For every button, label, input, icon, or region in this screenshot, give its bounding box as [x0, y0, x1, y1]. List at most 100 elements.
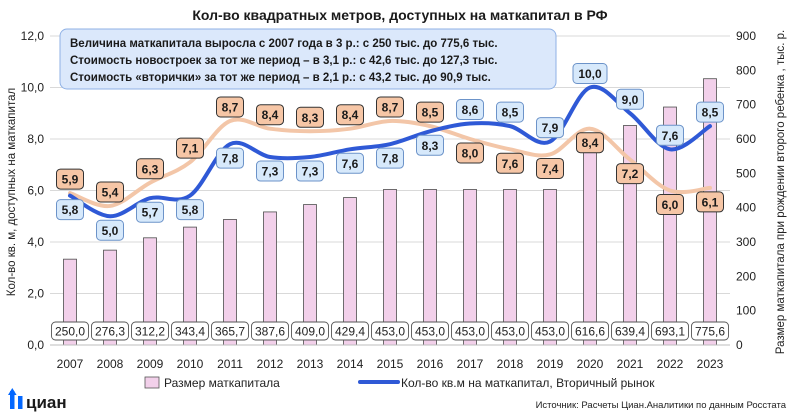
secondary-value-label-box: [616, 88, 644, 110]
left-axis-label: Кол-во кв. м, доступных на маткапитал: [6, 88, 18, 296]
bar-value-labels: 250,0 276,3 312,2 343,4 365,7 387,6 409,0 429,4…: [51, 321, 729, 341]
new-buildings-value-label: 7,6: [502, 157, 519, 171]
chart-title: Кол-во квадратных метров, доступных на м…: [192, 7, 607, 23]
right-tick-label: 400: [736, 201, 756, 215]
new-buildings-value-label: 7,2: [622, 167, 639, 181]
bar-value-label: 365,7: [215, 325, 245, 339]
new-buildings-value-label: 8,3: [302, 111, 319, 125]
secondary-value-label: 7,6: [342, 157, 359, 171]
new-buildings-value-label: 8,7: [382, 100, 399, 114]
x-tick-label: 2023: [697, 357, 724, 371]
source-note: Источник: Расчеты Циан.Аналитики по данн…: [536, 400, 787, 411]
x-tick-label: 2018: [497, 357, 524, 371]
secondary-value-label-box: [256, 160, 284, 182]
secondary-value-label: 7,3: [302, 165, 319, 179]
secondary-value-label: 7,3: [262, 165, 279, 179]
right-tick-label: 800: [736, 63, 756, 77]
new-buildings-value-label: 6,3: [142, 162, 159, 176]
bar-value-box: [171, 321, 209, 341]
bar-value-box: [691, 321, 729, 341]
secondary-value-label: 7,9: [542, 121, 559, 135]
secondary-value-label: 8,5: [502, 106, 519, 120]
new-buildings-value-label-box: [176, 137, 204, 159]
legend-line-label: Кол-во кв.м на маткапитал, Вторичный рын…: [401, 376, 655, 390]
secondary-value-label-box: [216, 147, 244, 169]
right-axis-label: Размер маткапитала при рождении второго …: [775, 30, 787, 354]
new-buildings-value-label-box: [456, 142, 484, 164]
bar-value-box: [371, 321, 409, 341]
x-tick-label: 2008: [97, 357, 124, 371]
axes: 0,0 2,0 4,0 6,0 8,0 10,0 12,0 0 100 200 300 400 500 6…: [21, 29, 757, 371]
secondary-value-label-box: [376, 147, 404, 169]
right-tick-label: 600: [736, 132, 756, 146]
x-tick-label: 2007: [57, 357, 84, 371]
bar-value-box: [451, 321, 489, 341]
new-buildings-value-label-box: [296, 106, 324, 128]
secondary-value-label-box: [572, 63, 608, 84]
bar-value-label: 276,3: [95, 325, 125, 339]
bar-value-label: 387,6: [255, 325, 285, 339]
new-buildings-value-label-box: [376, 96, 404, 118]
x-tick-label: 2011: [217, 357, 243, 371]
new-buildings-value-label: 8,5: [422, 106, 439, 120]
left-tick-label: 10,0: [21, 81, 45, 95]
bar-value-box: [131, 321, 169, 341]
bar-value-box: [411, 321, 449, 341]
secondary-value-label-box: [416, 134, 444, 156]
bar-value-box: [251, 321, 289, 341]
left-tick-label: 2,0: [27, 287, 44, 301]
secondary-value-label: 9,0: [622, 93, 639, 107]
new-buildings-value-label-box: [696, 191, 724, 213]
bar-series-matkapital: [63, 78, 717, 346]
new-buildings-value-label: 8,4: [262, 108, 279, 122]
secondary-value-label: 5,8: [62, 203, 79, 217]
annotation-line-3: Стоимость «вторички» за тот же период – …: [70, 72, 491, 84]
new-buildings-value-label: 5,9: [62, 173, 79, 187]
bar-value-label: 429,4: [335, 325, 365, 339]
new-buildings-value-label: 6,1: [702, 195, 719, 209]
secondary-value-label: 7,8: [222, 152, 239, 166]
annotation-line-2: Стоимость новостроек за тот же период – …: [70, 55, 497, 67]
brand-name: циан: [26, 393, 67, 412]
legend-bar-swatch: [144, 376, 160, 389]
bar-value-label: 453,0: [455, 325, 485, 339]
right-tick-label: 300: [736, 235, 756, 249]
secondary-value-label-box: [176, 199, 204, 221]
left-tick-label: 12,0: [21, 29, 45, 43]
left-tick-label: 6,0: [27, 184, 44, 198]
annotation-line-1: Величина маткапитала выросла с 2007 года…: [70, 38, 498, 50]
new-buildings-value-label-box: [96, 181, 124, 203]
new-buildings-value-label-box: [416, 101, 444, 123]
secondary-value-label: 5,8: [182, 203, 199, 217]
bar-value-label: 616,6: [575, 325, 605, 339]
right-tick-label: 0: [736, 338, 743, 352]
bar-value-box: [91, 321, 129, 341]
bar-value-box: [331, 321, 369, 341]
secondary-value-label-box: [656, 124, 684, 146]
new-buildings-value-label: 6,0: [662, 198, 679, 212]
secondary-value-label: 5,0: [102, 224, 119, 238]
new-buildings-value-label-box: [256, 104, 284, 126]
right-tick-label: 700: [736, 98, 756, 112]
left-tick-label: 4,0: [27, 235, 44, 249]
x-tick-label: 2012: [257, 357, 284, 371]
right-tick-label: 200: [736, 269, 756, 283]
secondary-value-label-box: [296, 160, 324, 182]
right-tick-label: 100: [736, 304, 756, 318]
x-tick-label: 2010: [177, 357, 204, 371]
bar-value-label: 409,0: [295, 325, 325, 339]
secondary-value-label-box: [456, 99, 484, 121]
new-buildings-value-label: 8,4: [582, 136, 599, 150]
new-buildings-value-label: 8,0: [462, 147, 479, 161]
brand-arrow-icon: [8, 388, 23, 409]
bar-value-label: 343,4: [175, 325, 205, 339]
x-tick-label: 2009: [137, 357, 164, 371]
secondary-value-label-box: [536, 117, 564, 139]
bar-value-label: 312,2: [135, 325, 165, 339]
bar-value-box: [571, 321, 609, 341]
annotation-box: Величина маткапитала выросла с 2007 года…: [59, 28, 557, 90]
secondary-value-label: 8,5: [702, 106, 719, 120]
x-tick-label: 2021: [617, 357, 644, 371]
bar-value-box: [651, 321, 689, 341]
new-buildings-value-label-box: [496, 152, 524, 174]
